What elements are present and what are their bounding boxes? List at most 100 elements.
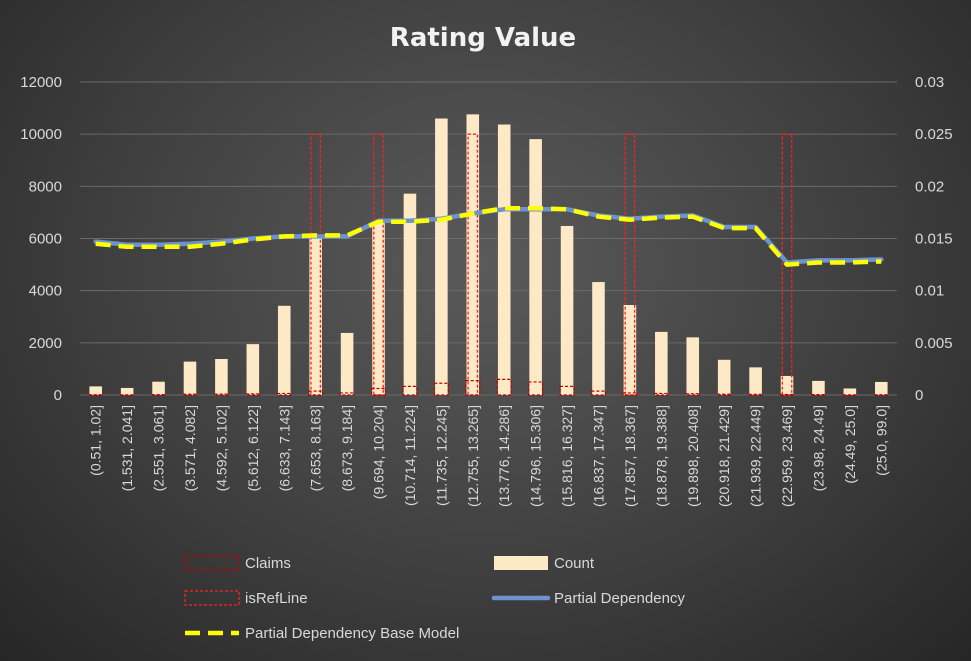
legend-label: Count bbox=[554, 555, 595, 572]
claims-bar bbox=[433, 382, 450, 396]
count-bar bbox=[749, 367, 762, 395]
claims-bar bbox=[527, 381, 544, 396]
partial-dependency-base-line bbox=[95, 205, 882, 267]
y-right-tick-label: 0.005 bbox=[915, 335, 953, 352]
x-category-label: (7.653, 8.163] bbox=[308, 405, 324, 491]
claims-bar bbox=[653, 392, 669, 396]
claims-bar bbox=[276, 392, 292, 396]
x-category-label: (17.857, 18.367] bbox=[622, 405, 638, 507]
claims-bar bbox=[873, 394, 889, 396]
claims-bar bbox=[779, 393, 795, 396]
claims-bar bbox=[590, 390, 607, 396]
x-category-label: (23.98, 24.49] bbox=[810, 405, 826, 491]
x-category-label: (25.0, 99.0] bbox=[873, 405, 889, 476]
x-category-label: (21.939, 22.449] bbox=[748, 405, 764, 507]
x-category-label: (3.571, 4.082] bbox=[182, 405, 198, 491]
x-category-label: (13.776, 14.286] bbox=[496, 405, 512, 507]
claims-bar bbox=[88, 394, 104, 396]
x-category-label: (15.816, 16.327] bbox=[559, 405, 575, 507]
x-category-label: (20.918, 21.429] bbox=[716, 405, 732, 507]
y-right-tick-label: 0.025 bbox=[915, 126, 953, 143]
x-category-label: (16.837, 17.347] bbox=[590, 405, 606, 507]
count-bar bbox=[309, 235, 322, 395]
count-bar bbox=[623, 305, 637, 395]
y-left-tick-label: 10000 bbox=[20, 126, 62, 143]
legend-label: Partial Dependency Base Model bbox=[245, 625, 459, 642]
isrefline-bar bbox=[467, 133, 479, 396]
claims-bar bbox=[213, 393, 230, 396]
claims-bar bbox=[245, 393, 261, 396]
count-bar bbox=[466, 114, 480, 396]
x-axis-categories: (0.51, 1.02] (1.531, 2.041] (2.551, 3.061]… bbox=[88, 405, 890, 507]
isrefline-bar bbox=[781, 133, 793, 396]
x-category-label: (10.714, 11.224] bbox=[402, 405, 418, 506]
count-bar bbox=[843, 388, 857, 395]
x-category-label: (11.735, 12.245] bbox=[433, 405, 449, 506]
y-left-tick-label: 4000 bbox=[29, 283, 62, 300]
isrefline-legend-swatch bbox=[184, 590, 240, 606]
count-bar bbox=[592, 282, 605, 395]
lines bbox=[93, 205, 884, 267]
count-bar bbox=[560, 225, 574, 395]
chart-title: Rating Value bbox=[390, 23, 576, 53]
count-bar bbox=[277, 305, 291, 395]
count-bar bbox=[215, 359, 228, 395]
isrefline-bar bbox=[624, 133, 636, 396]
claims-bar bbox=[716, 393, 732, 396]
y-axis-right: 0 0.005 0.01 0.015 0.02 0.025 0.03 bbox=[915, 74, 953, 404]
count-bar bbox=[183, 361, 197, 395]
x-category-label: (1.531, 2.041] bbox=[119, 405, 135, 491]
claims-bar bbox=[150, 394, 167, 396]
claims-bar bbox=[339, 392, 355, 396]
x-category-label: (5.612, 6.122] bbox=[245, 405, 261, 491]
y-left-tick-label: 2000 bbox=[29, 335, 62, 352]
count-bar bbox=[812, 380, 825, 395]
legend: Claims Count isRefLine Partial Dependency Pa… bbox=[184, 555, 685, 642]
count-bar bbox=[529, 139, 542, 395]
claims-legend-swatch bbox=[184, 555, 240, 571]
claims-bar bbox=[622, 392, 638, 396]
count-bar bbox=[372, 221, 385, 395]
x-category-label: (18.878, 19.388] bbox=[653, 405, 669, 507]
claims-bar bbox=[685, 393, 701, 396]
x-category-label: (6.633, 7.143] bbox=[276, 405, 292, 491]
y-right-tick-label: 0.015 bbox=[915, 231, 953, 248]
isrefline-bar bbox=[373, 133, 384, 396]
y-axis-left: 0 2000 4000 6000 8000 10000 12000 bbox=[20, 74, 62, 404]
claims-bar bbox=[559, 385, 575, 396]
x-category-label: (9.694, 10.204] bbox=[371, 405, 387, 499]
x-category-label: (22.959, 23.469] bbox=[779, 405, 795, 507]
x-category-label: (24.49, 25.0] bbox=[842, 405, 858, 484]
count-bar bbox=[497, 124, 511, 395]
count-bar bbox=[655, 331, 668, 395]
grid bbox=[80, 81, 897, 396]
count-bar bbox=[89, 386, 102, 395]
y-left-tick-label: 8000 bbox=[29, 178, 62, 195]
count-bar bbox=[120, 387, 134, 395]
y-right-tick-label: 0.03 bbox=[915, 74, 944, 91]
legend-label: Partial Dependency bbox=[554, 590, 685, 607]
claims-bar bbox=[496, 378, 512, 396]
x-category-label: (8.673, 9.184] bbox=[339, 405, 355, 491]
legend-label: Claims bbox=[245, 555, 291, 572]
claims-bar bbox=[402, 385, 418, 396]
claims-bar bbox=[810, 394, 827, 396]
count-legend-swatch bbox=[494, 556, 548, 570]
count-bar bbox=[152, 381, 165, 395]
count-bar bbox=[717, 359, 731, 395]
y-left-tick-label: 0 bbox=[54, 387, 62, 404]
x-category-label: (4.592, 5.102] bbox=[213, 405, 229, 491]
x-category-label: (12.755, 13.265] bbox=[465, 405, 481, 507]
x-category-label: (19.898, 20.408] bbox=[685, 405, 701, 507]
legend-label: isRefLine bbox=[245, 590, 308, 607]
count-bar bbox=[780, 375, 794, 395]
x-category-label: (0.51, 1.02] bbox=[88, 405, 104, 476]
count-bar bbox=[246, 344, 260, 395]
x-category-label: (2.551, 3.061] bbox=[151, 405, 167, 491]
count-bar bbox=[340, 332, 354, 395]
claims-bar bbox=[308, 390, 324, 396]
claims-bar bbox=[747, 393, 764, 396]
claims-bar bbox=[182, 393, 198, 396]
y-right-tick-label: 0.01 bbox=[915, 283, 944, 300]
